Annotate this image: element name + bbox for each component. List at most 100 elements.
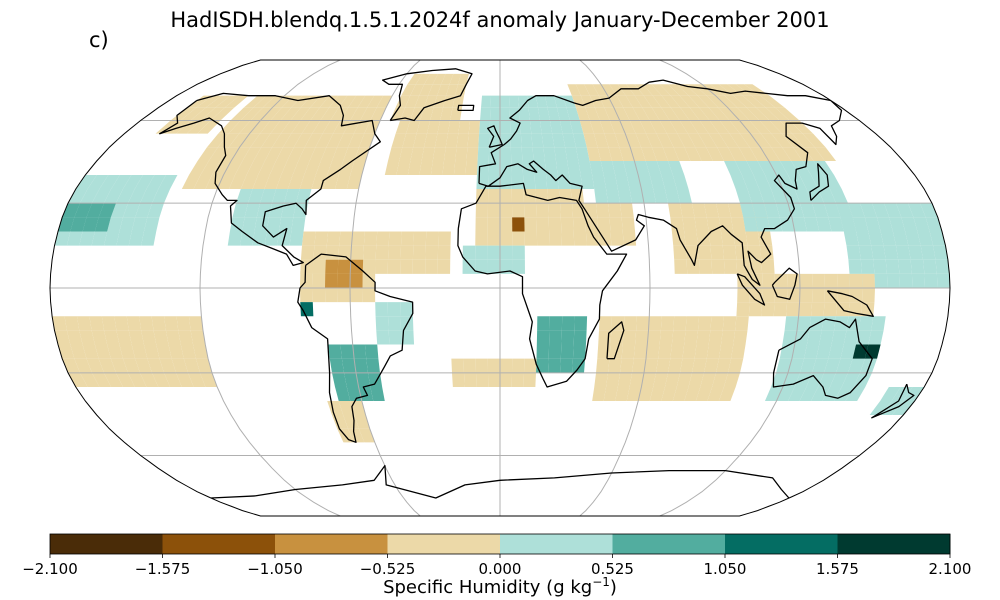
grid-cell: [740, 133, 761, 148]
grid-cell: [818, 372, 836, 387]
grid-cell: [549, 330, 562, 345]
grid-cell: [250, 133, 271, 148]
grid-cell: [672, 174, 689, 190]
grid-cell: [920, 245, 936, 260]
grid-cell: [779, 217, 795, 232]
grid-cell: [388, 330, 402, 345]
grid-cell: [580, 174, 595, 190]
grid-cell: [671, 330, 686, 345]
grid-cell: [511, 372, 524, 387]
grid-cell: [350, 245, 364, 260]
grid-cell: [477, 147, 490, 161]
grid-cell: [762, 273, 775, 288]
grid-cell: [585, 107, 600, 121]
grid-cell: [877, 217, 893, 232]
grid-cell: [679, 95, 700, 108]
grid-cell: [152, 189, 171, 204]
grid-cell: [116, 330, 132, 345]
grid-cell: [828, 344, 844, 359]
grid-cell: [401, 330, 415, 345]
grid-cell: [656, 133, 674, 148]
grid-cell: [747, 245, 762, 260]
colorbar-swatch: [837, 534, 951, 554]
grid-cell: [104, 231, 120, 246]
grid-cell: [74, 203, 92, 218]
grid-cell: [410, 147, 425, 161]
grid-cell: [364, 344, 379, 359]
grid-cell: [524, 358, 537, 373]
grid-cell: [746, 160, 765, 175]
grid-cell: [224, 95, 249, 108]
grid-cell: [840, 217, 857, 232]
grid-cell: [291, 120, 311, 134]
grid-cell: [768, 160, 788, 175]
grid-cell: [283, 133, 302, 148]
grid-cell: [256, 203, 272, 218]
grid-cell: [596, 358, 610, 373]
grid-cell: [775, 107, 800, 121]
grid-cell: [619, 147, 635, 161]
grid-cell: [500, 147, 512, 161]
grid-cell: [376, 330, 390, 345]
grid-cell: [615, 174, 630, 190]
grid-cell: [889, 217, 906, 232]
south-america-coast: [297, 253, 414, 443]
grid-cell: [400, 302, 413, 317]
grid-cell: [764, 386, 783, 402]
grid-cell: [134, 174, 155, 190]
grid-cell: [466, 147, 479, 161]
grid-cell: [110, 358, 128, 373]
grid-cell: [387, 302, 401, 317]
grid-cell: [818, 189, 836, 204]
grid-cell: [616, 95, 633, 108]
grid-cell: [262, 95, 285, 108]
grid-cell: [910, 259, 925, 274]
grid-cell: [786, 302, 800, 317]
grid-cell: [620, 358, 634, 373]
grid-cell: [264, 231, 280, 246]
grid-cell: [816, 217, 832, 232]
grid-cell: [647, 330, 661, 345]
grid-cell: [101, 316, 117, 331]
grid-cell: [228, 174, 247, 190]
grid-cell: [441, 73, 454, 85]
grid-cell: [320, 107, 339, 121]
grid-cell: [186, 95, 213, 108]
borneo-coast: [771, 267, 798, 300]
grid-cell: [327, 160, 344, 175]
grid-cell: [140, 372, 159, 387]
grid-cell: [860, 259, 875, 274]
grid-cell: [68, 372, 88, 387]
grid-cell: [210, 107, 235, 121]
grid-cell: [572, 203, 586, 218]
grid-cell: [779, 120, 803, 134]
grid-cell: [698, 133, 717, 148]
grid-cell: [799, 386, 819, 402]
grid-cell: [188, 160, 209, 175]
grid-cell: [508, 95, 519, 108]
colorbar-swatch: [500, 534, 613, 554]
grid-cell: [370, 386, 385, 402]
grid-cell: [548, 358, 561, 373]
grid-cell: [903, 386, 925, 402]
grid-cell: [252, 174, 270, 190]
grid-cell: [99, 174, 120, 190]
grid-cell: [164, 316, 179, 331]
grid-cell: [720, 330, 736, 345]
grid-cell: [719, 133, 739, 148]
grid-cell: [735, 316, 749, 331]
grid-cell: [346, 174, 362, 190]
grid-cell: [230, 107, 254, 121]
grid-cell: [164, 372, 182, 387]
grid-cell: [872, 203, 890, 218]
grid-cell: [583, 133, 598, 148]
greenland-coast: [381, 68, 473, 122]
grid-cell: [524, 217, 537, 232]
grid-cell: [402, 133, 417, 148]
grid-cell: [536, 217, 550, 232]
grid-cell: [604, 107, 620, 121]
longitude-line: [349, 60, 421, 516]
new-zealand-coast: [871, 383, 915, 419]
grid-cell: [722, 316, 737, 331]
grid-cell: [260, 189, 277, 204]
